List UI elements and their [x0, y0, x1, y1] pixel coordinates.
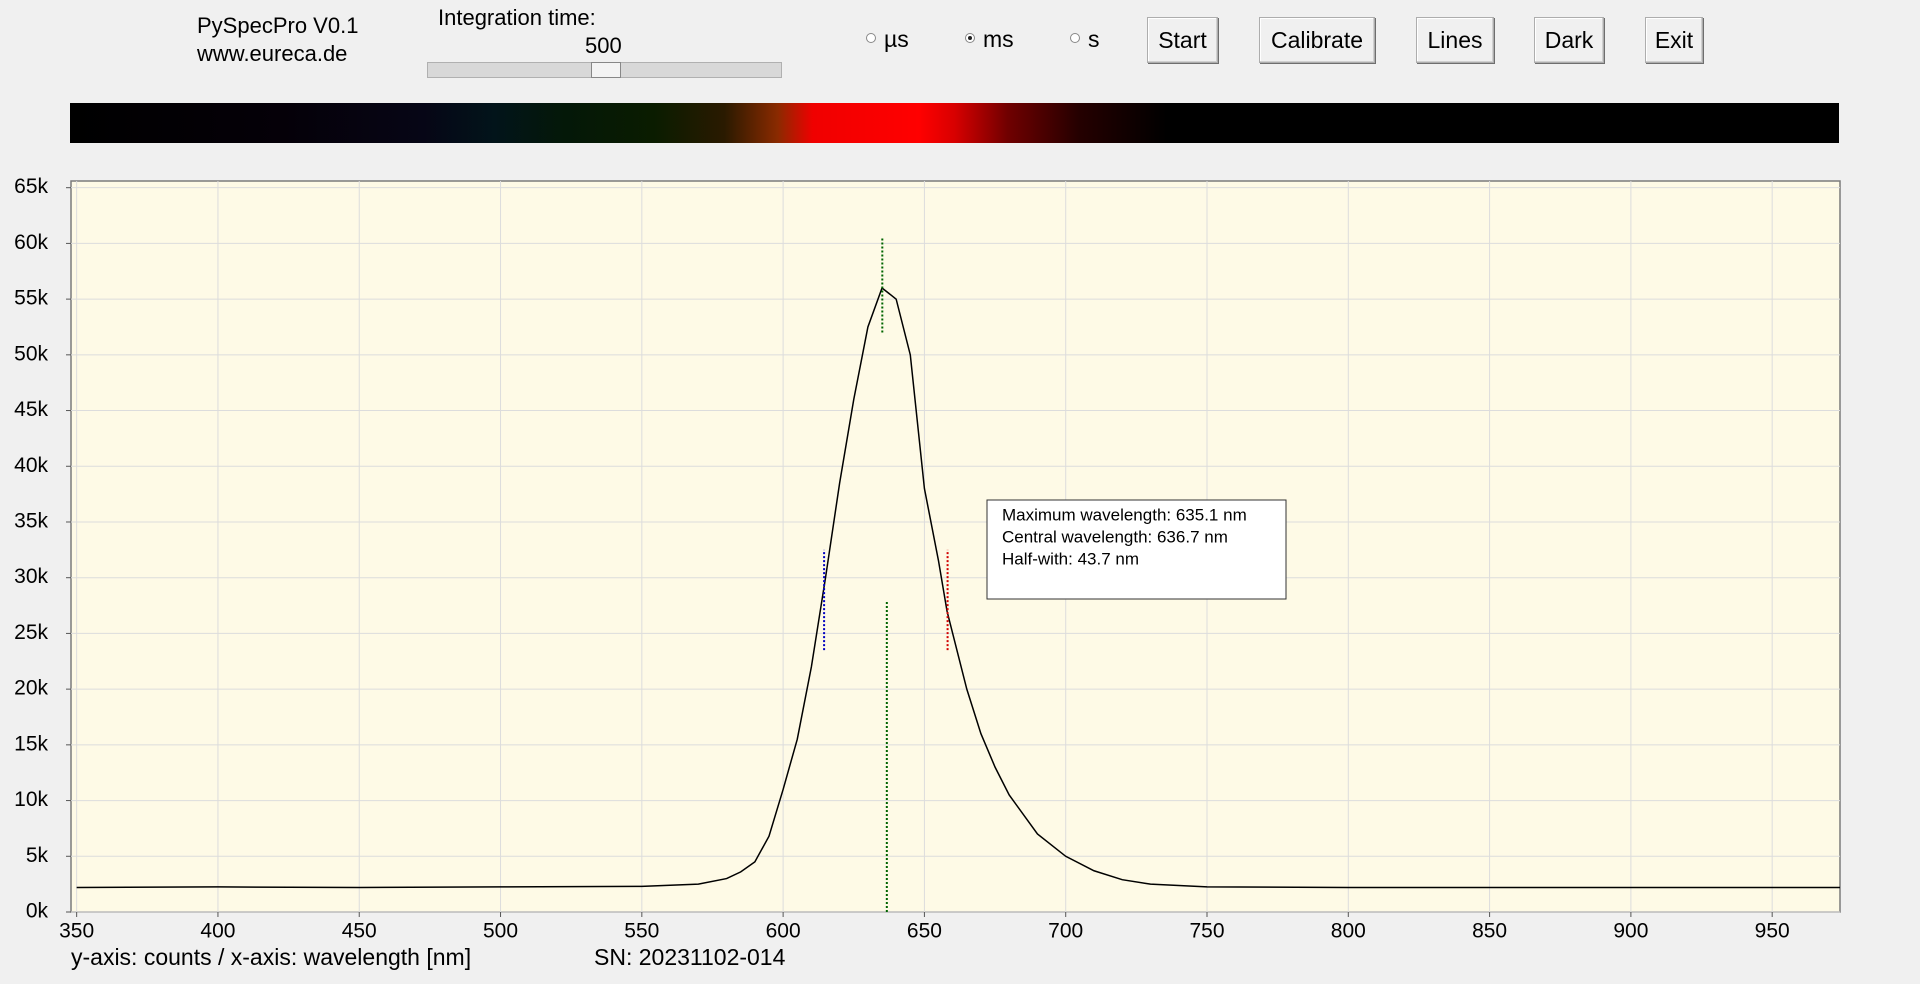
- axes-caption: y-axis: counts / x-axis: wavelength [nm]: [71, 944, 472, 970]
- y-tick-label: 55k: [14, 287, 48, 310]
- info-box: [986, 499, 1287, 600]
- integration-slider[interactable]: [427, 62, 782, 78]
- y-tick-label: 15k: [14, 732, 48, 755]
- y-tick-label: 50k: [14, 342, 48, 365]
- slider-thumb[interactable]: [591, 62, 621, 78]
- y-tick-label: 0k: [26, 900, 49, 923]
- y-tick-label: 20k: [14, 677, 48, 700]
- y-tick-label: 45k: [14, 398, 48, 421]
- radio-button[interactable]: [965, 33, 975, 43]
- x-tick-label: 400: [200, 920, 235, 943]
- y-tick-label: 5k: [26, 844, 49, 867]
- info-text: Half-with: 43.7 nm: [1002, 549, 1139, 568]
- radio-label[interactable]: µs: [884, 26, 909, 52]
- button[interactable]: Start: [1147, 17, 1218, 63]
- radio-button[interactable]: [1070, 33, 1080, 43]
- y-tick-label: 25k: [14, 621, 48, 644]
- x-tick-label: 950: [1755, 920, 1790, 943]
- x-tick-label: 700: [1048, 920, 1083, 943]
- spectrum-line: [76, 286, 1840, 889]
- x-tick-label: 500: [483, 920, 518, 943]
- integration-value: 500: [585, 33, 622, 58]
- integration-label: Integration time:: [438, 5, 596, 30]
- y-tick-label: 60k: [14, 231, 48, 254]
- radio-button[interactable]: [866, 33, 876, 43]
- x-tick-label: 600: [766, 920, 801, 943]
- x-tick-label: 650: [907, 920, 942, 943]
- button[interactable]: Exit: [1645, 17, 1703, 63]
- x-tick-label: 450: [342, 920, 377, 943]
- x-tick-label: 550: [624, 920, 659, 943]
- button[interactable]: Dark: [1534, 17, 1604, 63]
- app-url: www.eureca.de: [197, 41, 348, 66]
- x-tick-label: 900: [1613, 920, 1648, 943]
- x-tick-label: 850: [1472, 920, 1507, 943]
- spectrum-bar: [70, 103, 1839, 143]
- radio-label[interactable]: ms: [983, 26, 1014, 52]
- x-tick-label: 750: [1189, 920, 1224, 943]
- plot-area: [70, 180, 1841, 913]
- y-tick-label: 40k: [14, 454, 48, 477]
- y-tick-label: 65k: [14, 175, 48, 198]
- button[interactable]: Calibrate: [1259, 17, 1375, 63]
- y-tick-label: 30k: [14, 565, 48, 588]
- serial-number: SN: 20231102-014: [594, 944, 786, 970]
- button[interactable]: Lines: [1416, 17, 1494, 63]
- y-tick-label: 35k: [14, 510, 48, 533]
- x-tick-label: 800: [1331, 920, 1366, 943]
- radio-label[interactable]: s: [1088, 26, 1100, 52]
- app-title: PySpecPro V0.1: [197, 13, 359, 38]
- y-tick-label: 10k: [14, 788, 48, 811]
- x-tick-label: 350: [59, 920, 94, 943]
- info-text: Maximum wavelength: 635.1 nm: [1002, 505, 1247, 524]
- info-text: Central wavelength: 636.7 nm: [1002, 527, 1228, 546]
